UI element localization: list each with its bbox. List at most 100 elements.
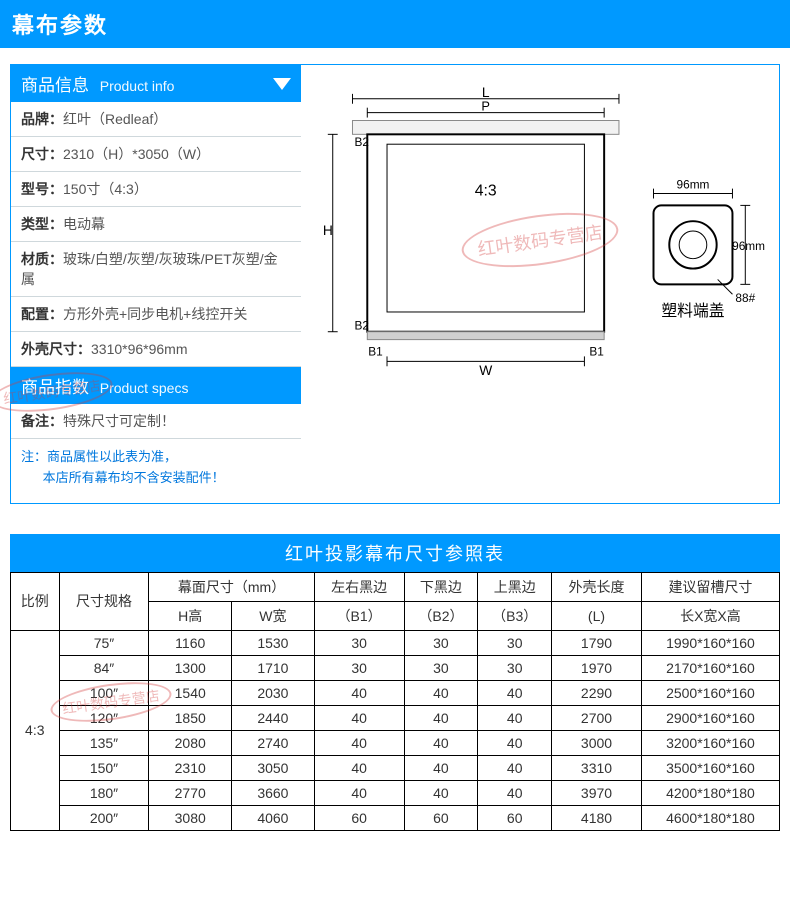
page-title-bar: 幕布参数: [0, 0, 790, 50]
table-cell: 3310: [552, 755, 642, 780]
col-slot-sub: 长X宽X高: [641, 601, 779, 630]
chevron-down-icon: [273, 78, 291, 90]
product-specs-header-en: Product specs: [100, 380, 189, 396]
info-value: 电动幕: [63, 216, 105, 232]
info-value: 红叶（Redleaf）: [63, 111, 167, 127]
info-label: 尺寸：: [21, 146, 63, 162]
table-cell: 40: [404, 755, 478, 780]
table-cell: 200″: [59, 805, 149, 830]
table-cell: 40: [314, 730, 404, 755]
col-b3: 上黑边: [478, 572, 552, 601]
col-slot: 建议留槽尺寸: [641, 572, 779, 601]
table-cell: 4180: [552, 805, 642, 830]
info-value: 150寸（4:3）: [63, 181, 148, 197]
table-cell: 40: [478, 755, 552, 780]
table-cell: 30: [314, 630, 404, 655]
diagram-label-side-w: 96mm: [677, 178, 710, 192]
table-cell: 3200*160*160: [641, 730, 779, 755]
table-row: 180″2770366040404039704200*180*180: [11, 780, 780, 805]
table-cell: 2440: [232, 705, 315, 730]
table-cell: 40: [478, 680, 552, 705]
product-info-header-cn: 商品信息: [21, 76, 89, 95]
diagram-label-ratio: 4:3: [475, 183, 497, 200]
table-cell: 30: [404, 655, 478, 680]
table-cell: 4060: [232, 805, 315, 830]
table-cell: 4600*180*180: [641, 805, 779, 830]
table-row: 4:375″1160153030303017901990*160*160: [11, 630, 780, 655]
table-cell: 1970: [552, 655, 642, 680]
remark-value: 特殊尺寸可定制！: [63, 413, 175, 429]
col-ratio: 比例: [11, 572, 60, 630]
table-row: 200″3080406060606041804600*180*180: [11, 805, 780, 830]
col-b2: 下黑边: [404, 572, 478, 601]
info-value: 方形外壳+同步电机+线控开关: [63, 306, 247, 322]
col-b1: 左右黑边: [314, 572, 404, 601]
col-spec: 尺寸规格: [59, 572, 149, 630]
table-cell: 60: [478, 805, 552, 830]
size-table-section: 红叶投影幕布尺寸参照表 比例 尺寸规格 幕面尺寸（mm） 左右黑边 下黑边 上黑…: [10, 534, 780, 831]
col-b2-sub: （B2）: [404, 601, 478, 630]
table-cell: 30: [314, 655, 404, 680]
diagram-label-B2-top: B2: [354, 135, 368, 149]
size-table-body: 4:375″1160153030303017901990*160*16084″1…: [11, 630, 780, 830]
table-cell: 1850: [149, 705, 232, 730]
table-cell: 30: [404, 630, 478, 655]
product-info-rows: 品牌：红叶（Redleaf） 尺寸：2310（H）*3050（W） 型号：150寸（…: [11, 102, 301, 367]
table-cell: 3500*160*160: [641, 755, 779, 780]
info-label: 类型：: [21, 216, 63, 232]
table-cell: 40: [404, 705, 478, 730]
diagram-label-B1-left: B1: [368, 344, 382, 358]
table-cell: 3660: [232, 780, 315, 805]
table-cell: 3080: [149, 805, 232, 830]
table-cell: 40: [404, 680, 478, 705]
table-cell: 60: [404, 805, 478, 830]
table-cell: 180″: [59, 780, 149, 805]
note-line2: 本店所有幕布均不含安装配件！: [43, 470, 225, 485]
table-cell: 3050: [232, 755, 315, 780]
table-cell: 40: [404, 780, 478, 805]
product-info-row: 型号：150寸（4:3）: [11, 172, 301, 207]
info-label: 材质：: [21, 251, 63, 267]
info-label: 外壳尺寸：: [21, 341, 91, 357]
col-L-sub: (L): [552, 601, 642, 630]
note-line1: 商品属性以此表为准，: [47, 449, 177, 464]
table-cell: 100″: [59, 680, 149, 705]
table-cell: 2700: [552, 705, 642, 730]
size-table-head: 比例 尺寸规格 幕面尺寸（mm） 左右黑边 下黑边 上黑边 外壳长度 建议留槽尺…: [11, 572, 780, 630]
note-row: 注：商品属性以此表为准， 本店所有幕布均不含安装配件！: [11, 439, 301, 503]
screen-diagram: L P 4:3 H B2 B2 W: [313, 85, 767, 385]
table-cell: 2170*160*160: [641, 655, 779, 680]
table-cell: 2500*160*160: [641, 680, 779, 705]
diagram-column: L P 4:3 H B2 B2 W: [301, 65, 779, 503]
table-cell: 30: [478, 655, 552, 680]
col-b3-sub: （B3）: [478, 601, 552, 630]
table-row: 135″2080274040404030003200*160*160: [11, 730, 780, 755]
table-cell: 30: [478, 630, 552, 655]
diagram-label-B2-bottom: B2: [354, 319, 368, 333]
product-specs-header-cn: 商品指数: [21, 378, 89, 397]
table-cell: 40: [478, 705, 552, 730]
table-cell: 2290: [552, 680, 642, 705]
table-cell: 1300: [149, 655, 232, 680]
size-table: 比例 尺寸规格 幕面尺寸（mm） 左右黑边 下黑边 上黑边 外壳长度 建议留槽尺…: [10, 572, 780, 831]
table-cell: 135″: [59, 730, 149, 755]
table-cell: 60: [314, 805, 404, 830]
table-cell: 3000: [552, 730, 642, 755]
diagram-label-P: P: [481, 99, 490, 114]
diagram-label-side-h: 96mm: [732, 239, 765, 253]
table-cell: 1540: [149, 680, 232, 705]
info-value: 3310*96*96mm: [91, 341, 188, 357]
table-row: 120″1850244040404027002900*160*160: [11, 705, 780, 730]
ratio-cell: 4:3: [11, 630, 60, 830]
table-cell: 1710: [232, 655, 315, 680]
col-case-len: 外壳长度: [552, 572, 642, 601]
diagram-label-cap-num: 88#: [735, 291, 755, 305]
remark-row: 备注：特殊尺寸可定制！ 红叶数码专营店: [11, 404, 301, 439]
col-h: H高: [149, 601, 232, 630]
remark-label: 备注：: [21, 413, 63, 429]
table-cell: 1530: [232, 630, 315, 655]
info-value: 2310（H）*3050（W）: [63, 146, 210, 162]
product-info-row: 品牌：红叶（Redleaf）: [11, 102, 301, 137]
page-title: 幕布参数: [12, 13, 108, 38]
table-cell: 1990*160*160: [641, 630, 779, 655]
